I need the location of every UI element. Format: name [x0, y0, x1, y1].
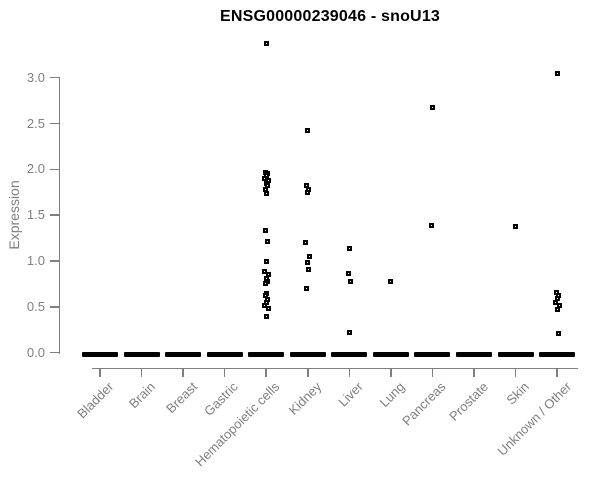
data-point	[305, 260, 311, 266]
zero-expression-cluster	[248, 351, 285, 357]
y-axis-tick	[49, 122, 59, 125]
data-point	[346, 245, 352, 251]
x-category-label: Prostate	[445, 379, 491, 424]
data-point	[261, 302, 267, 308]
data-point	[263, 41, 269, 47]
x-category-label: Breast	[162, 379, 200, 417]
x-axis-tick	[390, 367, 392, 377]
x-axis-tick	[182, 367, 184, 377]
data-point	[556, 302, 562, 308]
y-axis-tick	[49, 306, 59, 308]
x-axis-tick	[514, 367, 517, 377]
data-point	[428, 222, 434, 228]
x-axis-tick	[140, 367, 143, 377]
y-tick-label: 2.0	[26, 161, 45, 177]
x-axis-tick	[223, 367, 226, 377]
data-point	[264, 239, 270, 245]
y-tick-label: 2.5	[26, 115, 45, 131]
data-point	[303, 240, 309, 246]
y-axis-line	[58, 77, 60, 354]
x-category-label: Bladder	[74, 379, 117, 422]
x-category-label: Unknown / Other	[494, 379, 574, 459]
x-category-label: Gastric	[201, 379, 242, 419]
zero-expression-cluster	[82, 351, 118, 357]
data-point	[304, 286, 310, 292]
chart-title: ENSG00000239046 - snoU13	[219, 8, 441, 25]
x-axis-tick	[556, 367, 558, 377]
y-axis-tick	[49, 76, 59, 79]
zero-expression-cluster	[123, 351, 160, 357]
data-point	[388, 278, 394, 284]
y-axis-tick	[49, 351, 59, 354]
data-point	[262, 228, 268, 234]
y-tick-label: 0.0	[26, 344, 45, 360]
x-axis-tick	[265, 367, 267, 377]
data-point	[263, 313, 269, 319]
data-point	[345, 271, 351, 277]
zero-expression-cluster	[372, 351, 409, 357]
x-category-label: Pancreas	[399, 379, 450, 429]
data-point	[263, 258, 269, 264]
data-point	[429, 105, 435, 111]
zero-expression-cluster	[331, 351, 368, 357]
zero-expression-cluster	[497, 351, 534, 357]
data-point	[347, 278, 353, 284]
data-point	[555, 330, 561, 336]
data-point	[265, 306, 271, 312]
y-axis-tick	[49, 260, 59, 262]
data-point	[307, 253, 313, 259]
zero-expression-cluster	[165, 351, 202, 357]
x-axis-tick	[307, 367, 309, 377]
zero-expression-cluster	[206, 351, 243, 357]
x-axis-tick	[348, 367, 351, 377]
data-point	[552, 299, 558, 305]
data-point	[262, 281, 268, 287]
y-tick-label: 0.5	[26, 298, 45, 314]
data-point	[346, 330, 352, 336]
y-tick-label: 1.0	[26, 253, 45, 269]
x-axis-tick	[473, 367, 475, 377]
data-point	[554, 70, 560, 76]
x-category-label: Liver	[335, 379, 366, 410]
x-axis-line	[92, 367, 578, 369]
x-category-label: Kidney	[285, 379, 325, 418]
data-point	[305, 128, 311, 134]
y-axis-tick	[49, 214, 59, 216]
zero-expression-cluster	[455, 351, 492, 357]
data-point	[305, 189, 311, 195]
x-category-label: Skin	[503, 379, 533, 408]
data-point	[554, 307, 560, 313]
y-axis-tick	[49, 168, 59, 171]
y-tick-label: 1.5	[26, 207, 45, 223]
x-axis-tick	[99, 367, 101, 377]
zero-expression-cluster	[414, 351, 451, 357]
data-point	[261, 268, 267, 274]
x-category-label: Brain	[126, 379, 159, 412]
y-tick-label: 3.0	[26, 69, 45, 85]
x-axis-tick	[431, 367, 434, 377]
zero-expression-cluster	[539, 351, 576, 357]
x-category-label: Lung	[376, 379, 408, 411]
zero-expression-cluster	[289, 351, 326, 357]
data-point	[263, 190, 269, 196]
data-point	[513, 223, 518, 229]
data-point	[306, 266, 312, 272]
